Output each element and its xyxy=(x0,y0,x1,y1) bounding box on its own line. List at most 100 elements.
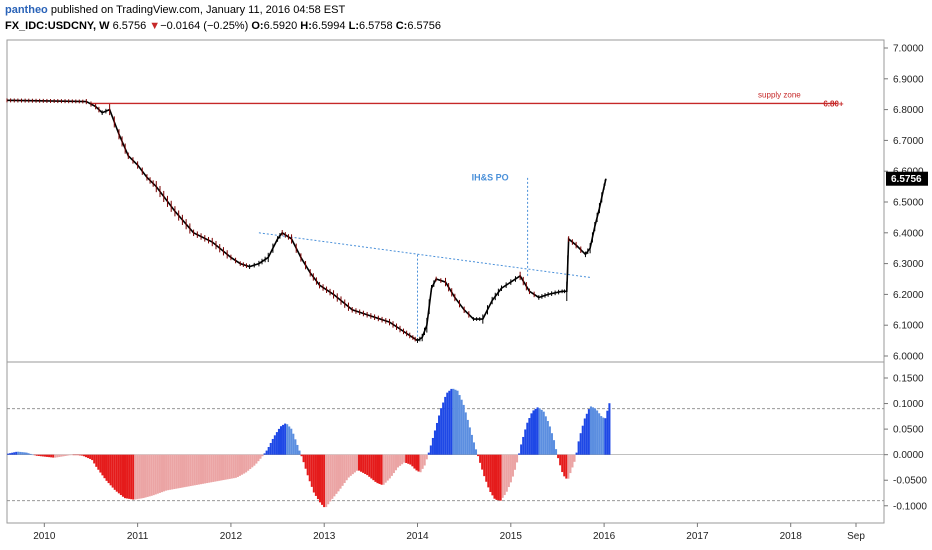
osc-bar xyxy=(485,454,488,482)
osc-bar xyxy=(495,454,498,500)
osc-bar xyxy=(87,454,90,459)
osc-bar xyxy=(154,454,157,495)
osc-bar xyxy=(438,415,441,455)
chart-header: pantheo published on TradingView.com, Ja… xyxy=(0,0,932,36)
osc-bar xyxy=(253,454,256,466)
osc-bar xyxy=(232,454,235,479)
high-value: 6.5994 xyxy=(311,20,346,32)
oscillator-axis[interactable]: 0.1500 0.1000 0.0500 0.0000 -0.0500 -0.1000 xyxy=(884,374,927,513)
symbol-label[interactable]: FX_IDC:USDCNY, W xyxy=(5,20,110,32)
osc-bar xyxy=(259,454,262,459)
osc-bar xyxy=(530,413,533,455)
osc-tick-label: -0.1000 xyxy=(893,501,927,512)
price-tick-label: 6.1000 xyxy=(893,321,924,332)
osc-bar xyxy=(345,454,348,481)
osc-bar xyxy=(450,388,453,455)
osc-bar xyxy=(45,454,49,457)
osc-bar xyxy=(528,418,531,455)
oscillator-series xyxy=(7,388,884,508)
osc-bar xyxy=(456,390,459,455)
ihs-target-label: IH&S PO xyxy=(472,172,509,182)
osc-bar xyxy=(608,403,611,455)
osc-bar xyxy=(265,450,268,455)
osc-bar xyxy=(56,454,59,458)
last-price: 6.5756 xyxy=(112,20,147,32)
osc-bar xyxy=(491,454,494,496)
osc-bar xyxy=(247,454,250,471)
osc-bar xyxy=(115,454,118,492)
author-link[interactable]: pantheo xyxy=(5,4,48,16)
osc-bar xyxy=(146,454,149,497)
osc-bar xyxy=(191,454,194,486)
osc-bar xyxy=(526,422,529,455)
osc-bar xyxy=(261,454,264,457)
osc-bar xyxy=(384,454,387,483)
annotations-layer: supply zone 6.80+ IH&S PO xyxy=(90,90,844,341)
price-axis[interactable]: 7.00006.90006.80006.70006.60006.50006.40… xyxy=(884,44,924,363)
supply-zone-value: 6.80+ xyxy=(823,99,844,108)
time-tick-label: 2017 xyxy=(686,531,709,542)
osc-bar xyxy=(123,454,127,499)
osc-bar xyxy=(555,449,558,455)
osc-bar xyxy=(101,454,104,476)
osc-bar xyxy=(162,454,166,492)
price-series xyxy=(6,98,607,343)
osc-bar xyxy=(401,454,404,465)
osc-bar xyxy=(606,410,609,455)
osc-bar xyxy=(403,454,406,463)
osc-bar xyxy=(279,426,283,455)
osc-bar xyxy=(392,454,395,474)
osc-tick-label: 0.1500 xyxy=(893,374,924,385)
osc-bar xyxy=(481,454,484,470)
osc-bar xyxy=(292,433,295,455)
osc-bar xyxy=(142,454,145,499)
osc-bar xyxy=(520,444,523,455)
osc-bar xyxy=(282,424,285,455)
osc-bar xyxy=(442,402,445,455)
osc-bar xyxy=(204,454,207,484)
osc-bar xyxy=(78,454,81,456)
osc-bar xyxy=(374,454,377,482)
osc-bar xyxy=(195,454,198,485)
osc-bar xyxy=(589,406,592,455)
osc-bar xyxy=(493,454,496,499)
osc-bar xyxy=(271,438,274,455)
osc-bar xyxy=(183,454,186,488)
osc-bar xyxy=(109,454,112,486)
osc-bar xyxy=(212,454,215,482)
osc-bar xyxy=(333,454,336,497)
price-tick-label: 7.0000 xyxy=(893,44,924,55)
osc-bar xyxy=(349,454,352,476)
chart-canvas[interactable]: 7.00006.90006.80006.70006.60006.50006.40… xyxy=(0,36,932,550)
osc-bar xyxy=(185,454,188,487)
price-tick-label: 6.9000 xyxy=(893,74,924,85)
low-label: L: xyxy=(348,20,359,32)
osc-bar xyxy=(269,442,272,455)
osc-bar xyxy=(277,428,280,455)
osc-bar xyxy=(353,454,356,473)
osc-bar xyxy=(573,454,576,462)
osc-bar xyxy=(378,454,381,484)
osc-bar xyxy=(327,454,330,505)
osc-bar xyxy=(68,454,71,456)
osc-bar xyxy=(249,454,252,470)
osc-bar xyxy=(598,413,601,455)
osc-bar xyxy=(306,454,309,476)
time-axis[interactable]: 2010 2011 2012 2013 2014 2015 2016 2017 2018 Sep xyxy=(33,523,865,542)
osc-bar xyxy=(355,454,358,471)
osc-tick-label: 0.0000 xyxy=(893,450,924,461)
osc-bar xyxy=(132,454,135,500)
osc-bar xyxy=(571,454,574,468)
osc-bar xyxy=(76,454,79,456)
osc-bar xyxy=(316,454,319,500)
osc-bar xyxy=(433,430,436,455)
osc-bar xyxy=(193,454,196,486)
time-tick-label: 2015 xyxy=(500,531,523,542)
osc-bar xyxy=(273,435,276,455)
osc-bar xyxy=(136,454,139,500)
high-label: H: xyxy=(300,20,312,32)
osc-bar xyxy=(169,454,172,490)
osc-bar xyxy=(140,454,143,499)
osc-bar xyxy=(300,454,303,457)
osc-bar xyxy=(134,454,137,500)
